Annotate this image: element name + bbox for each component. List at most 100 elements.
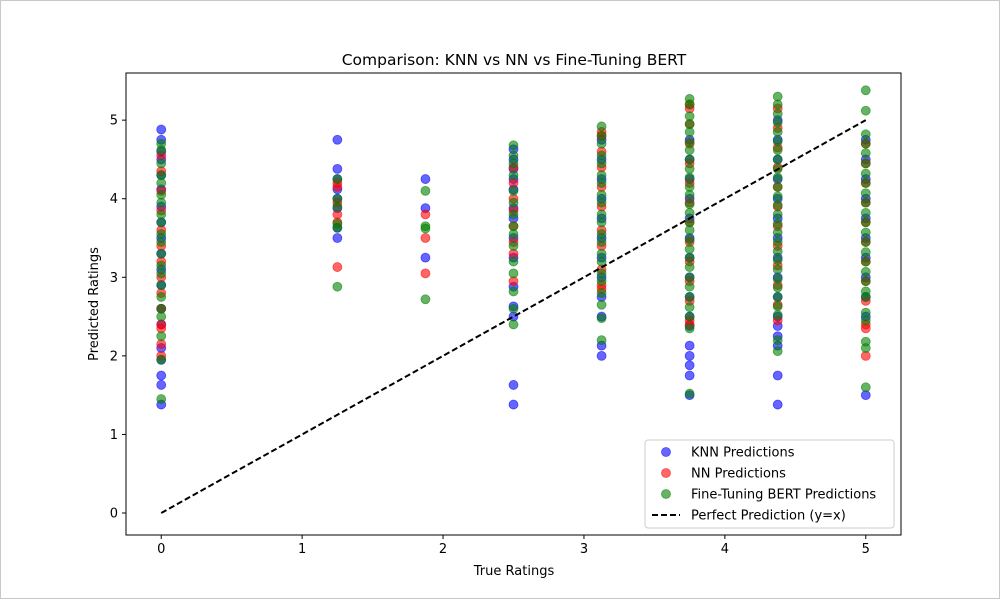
legend-label-knn: KNN Predictions	[691, 446, 795, 461]
bert-point	[684, 99, 695, 110]
y-tick-label: 4	[110, 192, 118, 207]
knn-point	[684, 340, 695, 351]
nn-point	[332, 262, 343, 272]
bert-point	[156, 280, 167, 291]
nn-point	[420, 233, 431, 243]
bert-point	[772, 99, 783, 110]
bert-point	[596, 313, 607, 324]
bert-point	[860, 138, 871, 149]
bert-point	[860, 382, 871, 393]
knn-point	[684, 360, 695, 371]
bert-point	[156, 394, 167, 404]
bert-point	[508, 185, 519, 196]
bert-point	[156, 248, 167, 259]
legend-label-bert: Fine-Tuning BERT Predictions	[691, 488, 876, 503]
knn-point	[332, 163, 343, 174]
bert-point	[684, 145, 695, 155]
bert-point	[420, 223, 431, 234]
bert-point	[156, 217, 167, 228]
bert-point	[684, 323, 695, 334]
x-tick-label: 0	[157, 542, 165, 557]
bert-point	[860, 343, 871, 353]
bert-point	[860, 237, 871, 247]
x-tick-label: 4	[721, 542, 729, 557]
bert-point	[860, 217, 871, 228]
bert-point	[596, 158, 607, 169]
bert-point	[596, 237, 607, 247]
bert-point	[772, 117, 783, 128]
x-tick-label: 5	[862, 542, 870, 557]
bert-point	[156, 292, 167, 302]
bert-point	[332, 281, 343, 292]
bert-point	[420, 185, 431, 196]
bert-point	[596, 288, 607, 298]
bert-point	[860, 315, 871, 326]
bert-point	[860, 178, 871, 188]
bert-point	[860, 197, 871, 208]
bert-point	[156, 197, 167, 208]
bert-point	[156, 158, 167, 169]
knn-point	[156, 380, 167, 390]
y-axis-label: Predicted Ratings	[87, 247, 102, 361]
bert-point	[508, 256, 519, 267]
bert-point	[772, 335, 783, 346]
bert-point	[684, 225, 695, 236]
bert-point	[860, 207, 871, 218]
bert-point	[772, 255, 783, 265]
x-tick-label: 1	[298, 542, 306, 557]
bert-point	[332, 201, 343, 212]
y-tick-label: 1	[110, 428, 118, 443]
bert-point	[156, 178, 167, 188]
bert-point	[508, 197, 519, 208]
bert-point	[772, 172, 783, 183]
bert-point	[684, 163, 695, 174]
bert-point	[684, 154, 695, 165]
x-tick-label: 3	[580, 542, 588, 557]
bert-point	[772, 154, 783, 165]
bert-point	[860, 158, 871, 169]
bert-point	[772, 182, 783, 192]
bert-point	[772, 273, 783, 284]
chart-title: Comparison: KNN vs NN vs Fine-Tuning BER…	[342, 51, 687, 69]
x-axis-label: True Ratings	[473, 564, 555, 579]
bert-point	[684, 311, 695, 322]
bert-point	[596, 335, 607, 346]
knn-point	[772, 399, 783, 410]
bert-point	[596, 197, 607, 208]
legend-marker-knn	[661, 447, 671, 457]
nn-point	[420, 209, 431, 220]
y-tick-label: 0	[110, 507, 118, 522]
y-tick-label: 2	[110, 349, 118, 364]
bert-point	[156, 268, 167, 279]
legend-box	[644, 439, 895, 529]
bert-point	[772, 145, 783, 155]
legend-marker-bert	[661, 489, 671, 499]
bert-point	[508, 209, 519, 220]
bert-point	[772, 227, 783, 238]
bert-point	[772, 310, 783, 320]
bert-point	[508, 303, 519, 314]
legend: KNN Predictions NN Predictions Fine-Tuning…	[644, 439, 895, 529]
bert-point	[596, 217, 607, 228]
bert-point	[772, 301, 783, 312]
bert-point	[860, 129, 871, 140]
bert-point	[332, 174, 343, 184]
axis-ticks: 0 1 2 3 4 5 0 1 2 3 4 5	[110, 114, 870, 557]
bert-point	[508, 319, 519, 330]
knn-point	[596, 350, 607, 361]
bert-point	[684, 189, 695, 200]
plot-frame	[125, 72, 902, 536]
bert-point	[772, 191, 783, 202]
bert-point	[684, 388, 695, 399]
bert-point	[508, 170, 519, 181]
knn-point	[684, 350, 695, 361]
legend-label-nn: NN Predictions	[691, 467, 786, 482]
bert-point	[156, 145, 167, 155]
bert-point	[860, 247, 871, 258]
bert-point	[684, 281, 695, 292]
plot-area	[156, 85, 871, 514]
bert-point	[684, 199, 695, 210]
knn-point	[420, 174, 431, 184]
nn-point	[420, 268, 431, 279]
